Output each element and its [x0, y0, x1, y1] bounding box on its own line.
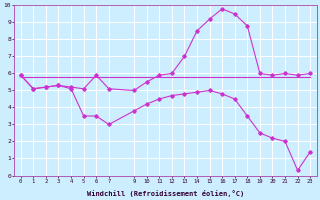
X-axis label: Windchill (Refroidissement éolien,°C): Windchill (Refroidissement éolien,°C)	[87, 190, 244, 197]
